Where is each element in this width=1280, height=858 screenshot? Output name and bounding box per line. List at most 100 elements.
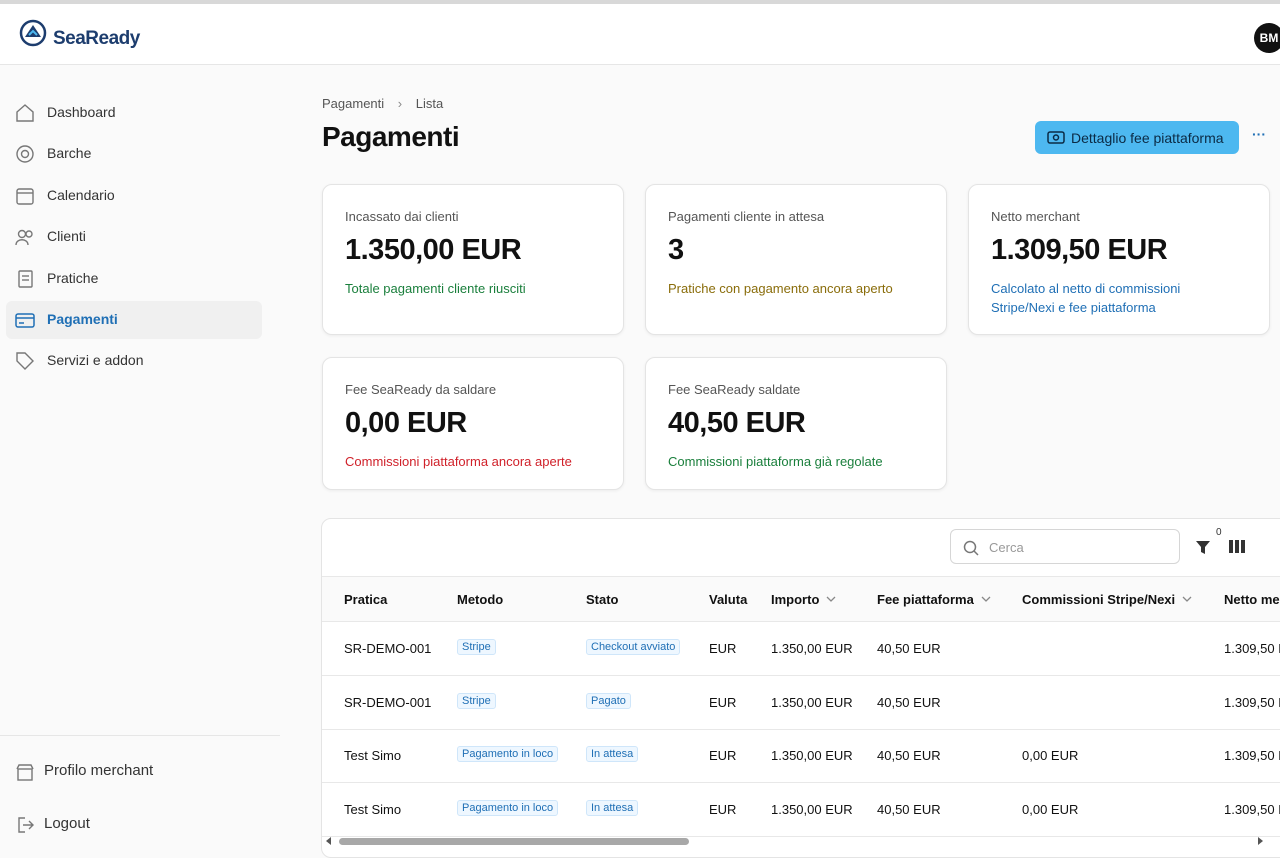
stat-label: Pagamenti cliente in attesa [668, 209, 825, 224]
stat-label: Incassato dai clienti [345, 209, 459, 224]
nav-item[interactable]: Pratiche [6, 260, 262, 298]
footer-label: Logout [44, 815, 90, 832]
logo-icon [19, 19, 47, 47]
column-header[interactable]: Fee piattaforma [877, 592, 992, 607]
breadcrumb: Pagamenti › Lista [322, 96, 443, 111]
badge: Stripe [457, 692, 496, 709]
separator: › [397, 96, 403, 111]
more-button[interactable]: ··· [1252, 126, 1266, 142]
column-header[interactable]: Importo [771, 592, 837, 607]
scrollbar[interactable] [322, 833, 1268, 849]
stat-value: 3 [668, 234, 684, 266]
table-row[interactable]: Test Simo Pagamento in loco In attesa EUR 1.… [322, 729, 1280, 784]
table-cell: 1.350,00 EUR [771, 801, 853, 817]
column-header[interactable]: Commissioni Stripe/Nexi [1022, 592, 1193, 607]
nav-label: Servizi e addon [47, 352, 144, 369]
stat-note: Commissioni piattaforma ancora aperte [345, 454, 572, 469]
badge: In attesa [586, 799, 639, 816]
nav-item[interactable]: Calendario [6, 177, 262, 215]
stat-label: Fee SeaReady saldate [668, 382, 801, 397]
scrollbar-track [326, 837, 1263, 845]
stat-card: Fee SeaReady da saldare 0,00 EUR Commissio… [322, 357, 624, 490]
search-input[interactable]: Cerca [950, 529, 1180, 564]
nav-label: Calendario [47, 186, 115, 203]
stat-value: 1.309,50 EUR [991, 234, 1168, 266]
stat-card: Netto merchant 1.309,50 EUR Calcolato al n… [968, 184, 1270, 335]
column-header: Metodo [457, 592, 503, 607]
nav-item[interactable]: Servizi e addon [6, 342, 262, 380]
table-row[interactable]: SR-DEMO-001 Stripe Pagato EUR 1.350,00 EUR 40… [322, 676, 1280, 730]
column-header[interactable]: Netto merchant [1224, 592, 1280, 607]
table-cell: EUR [709, 748, 737, 764]
sort-icon [981, 596, 991, 602]
stat-card: Fee SeaReady saldate 40,50 EUR Commissioni… [645, 357, 947, 490]
badge: Pagato [586, 692, 631, 709]
nav-item[interactable]: Clienti [6, 218, 262, 256]
column-label: Importo [771, 592, 820, 607]
table-cell: 40,50 EUR [877, 801, 941, 817]
table-cell: 1.350,00 EUR [771, 641, 853, 656]
table-row[interactable]: SR-DEMO-001 Stripe Checkout avviato EUR 1.35… [322, 622, 1280, 676]
logo[interactable]: SeaReady [53, 28, 140, 49]
table-cell: EUR [709, 694, 737, 710]
breadcrumb-item[interactable]: Pagamenti [322, 96, 385, 111]
badge: Pagamento in loco [457, 746, 559, 763]
column-header: Valuta [709, 592, 747, 607]
column-label: Valuta [709, 592, 748, 607]
filter-count: 0 [1216, 527, 1222, 538]
stat-value: 40,50 EUR [668, 407, 806, 439]
nav-label: Dashboard [47, 104, 116, 120]
stat-value: 1.350,00 EUR [345, 234, 522, 266]
nav-label: Pratiche [47, 269, 99, 286]
table-cell: SR-DEMO-001 [344, 694, 432, 710]
footer-item[interactable]: Profilo merchant [16, 762, 154, 781]
table-cell: SR-DEMO-001 [344, 641, 432, 656]
icon [16, 188, 34, 205]
button-label: Dettaglio fee piattaforma [1071, 130, 1224, 146]
column-label: Commissioni Stripe/Nexi [1022, 592, 1176, 607]
column-header: Pratica [344, 592, 387, 607]
badge: Stripe [457, 639, 496, 655]
search-placeholder: Cerca [989, 540, 1024, 555]
icon [16, 145, 34, 164]
divider [0, 735, 280, 736]
stat-label: Fee SeaReady da saldare [345, 382, 497, 397]
table-card: Cerca 0 Pratica Metodo Stato Valuta Importo F… [321, 518, 1280, 858]
stat-note: Calcolato al netto di commissioni Stripe… [991, 281, 1181, 315]
badge: Pagamento in loco [457, 799, 559, 816]
icon [18, 269, 33, 288]
nav-label: Clienti [47, 228, 86, 245]
column-label: Netto merchant [1224, 592, 1280, 607]
table-cell: 1.350,00 EUR [771, 694, 853, 710]
table-cell: 1.309,50 EUR [1224, 694, 1280, 710]
column-label: Fee piattaforma [877, 592, 974, 607]
footer-label: Profilo merchant [44, 762, 154, 779]
footer-item[interactable]: Logout [16, 815, 90, 833]
column-label: Stato [586, 592, 619, 607]
table-header: Pratica Metodo Stato Valuta Importo Fee piatt… [322, 576, 1280, 622]
columns-button[interactable] [1228, 539, 1246, 554]
table-cell: 40,50 EUR [877, 694, 941, 710]
search-icon [963, 540, 979, 556]
table-cell: 1.309,50 EUR [1224, 641, 1280, 656]
top-bar: SeaReady BM [0, 0, 1280, 65]
filter-button[interactable] [1195, 539, 1211, 555]
nav-item[interactable]: Dashboard [6, 94, 262, 132]
table-cell: Test Simo [344, 801, 402, 817]
icon [16, 764, 34, 781]
column-label: Metodo [457, 592, 504, 607]
stat-card: Pagamenti cliente in attesa 3 Pratiche con… [645, 184, 947, 335]
nav-item[interactable]: Pagamenti [6, 301, 262, 339]
stat-note: Totale pagamenti cliente riusciti [345, 281, 526, 296]
table-cell: 1.309,50 EUR [1224, 801, 1280, 817]
stat-card: Incassato dai clienti 1.350,00 EUR Totale … [322, 184, 624, 335]
icon [1047, 131, 1065, 144]
sort-icon [826, 596, 836, 602]
table-cell: 40,50 EUR [877, 641, 941, 656]
table-cell: EUR [709, 641, 737, 656]
avatar[interactable]: BM [1254, 23, 1280, 53]
table-row[interactable]: Test Simo Pagamento in loco In attesa EUR 1.… [322, 783, 1280, 837]
nav-item[interactable]: Barche [6, 135, 262, 173]
fee-button[interactable]: Dettaglio fee piattaforma [1035, 121, 1239, 154]
